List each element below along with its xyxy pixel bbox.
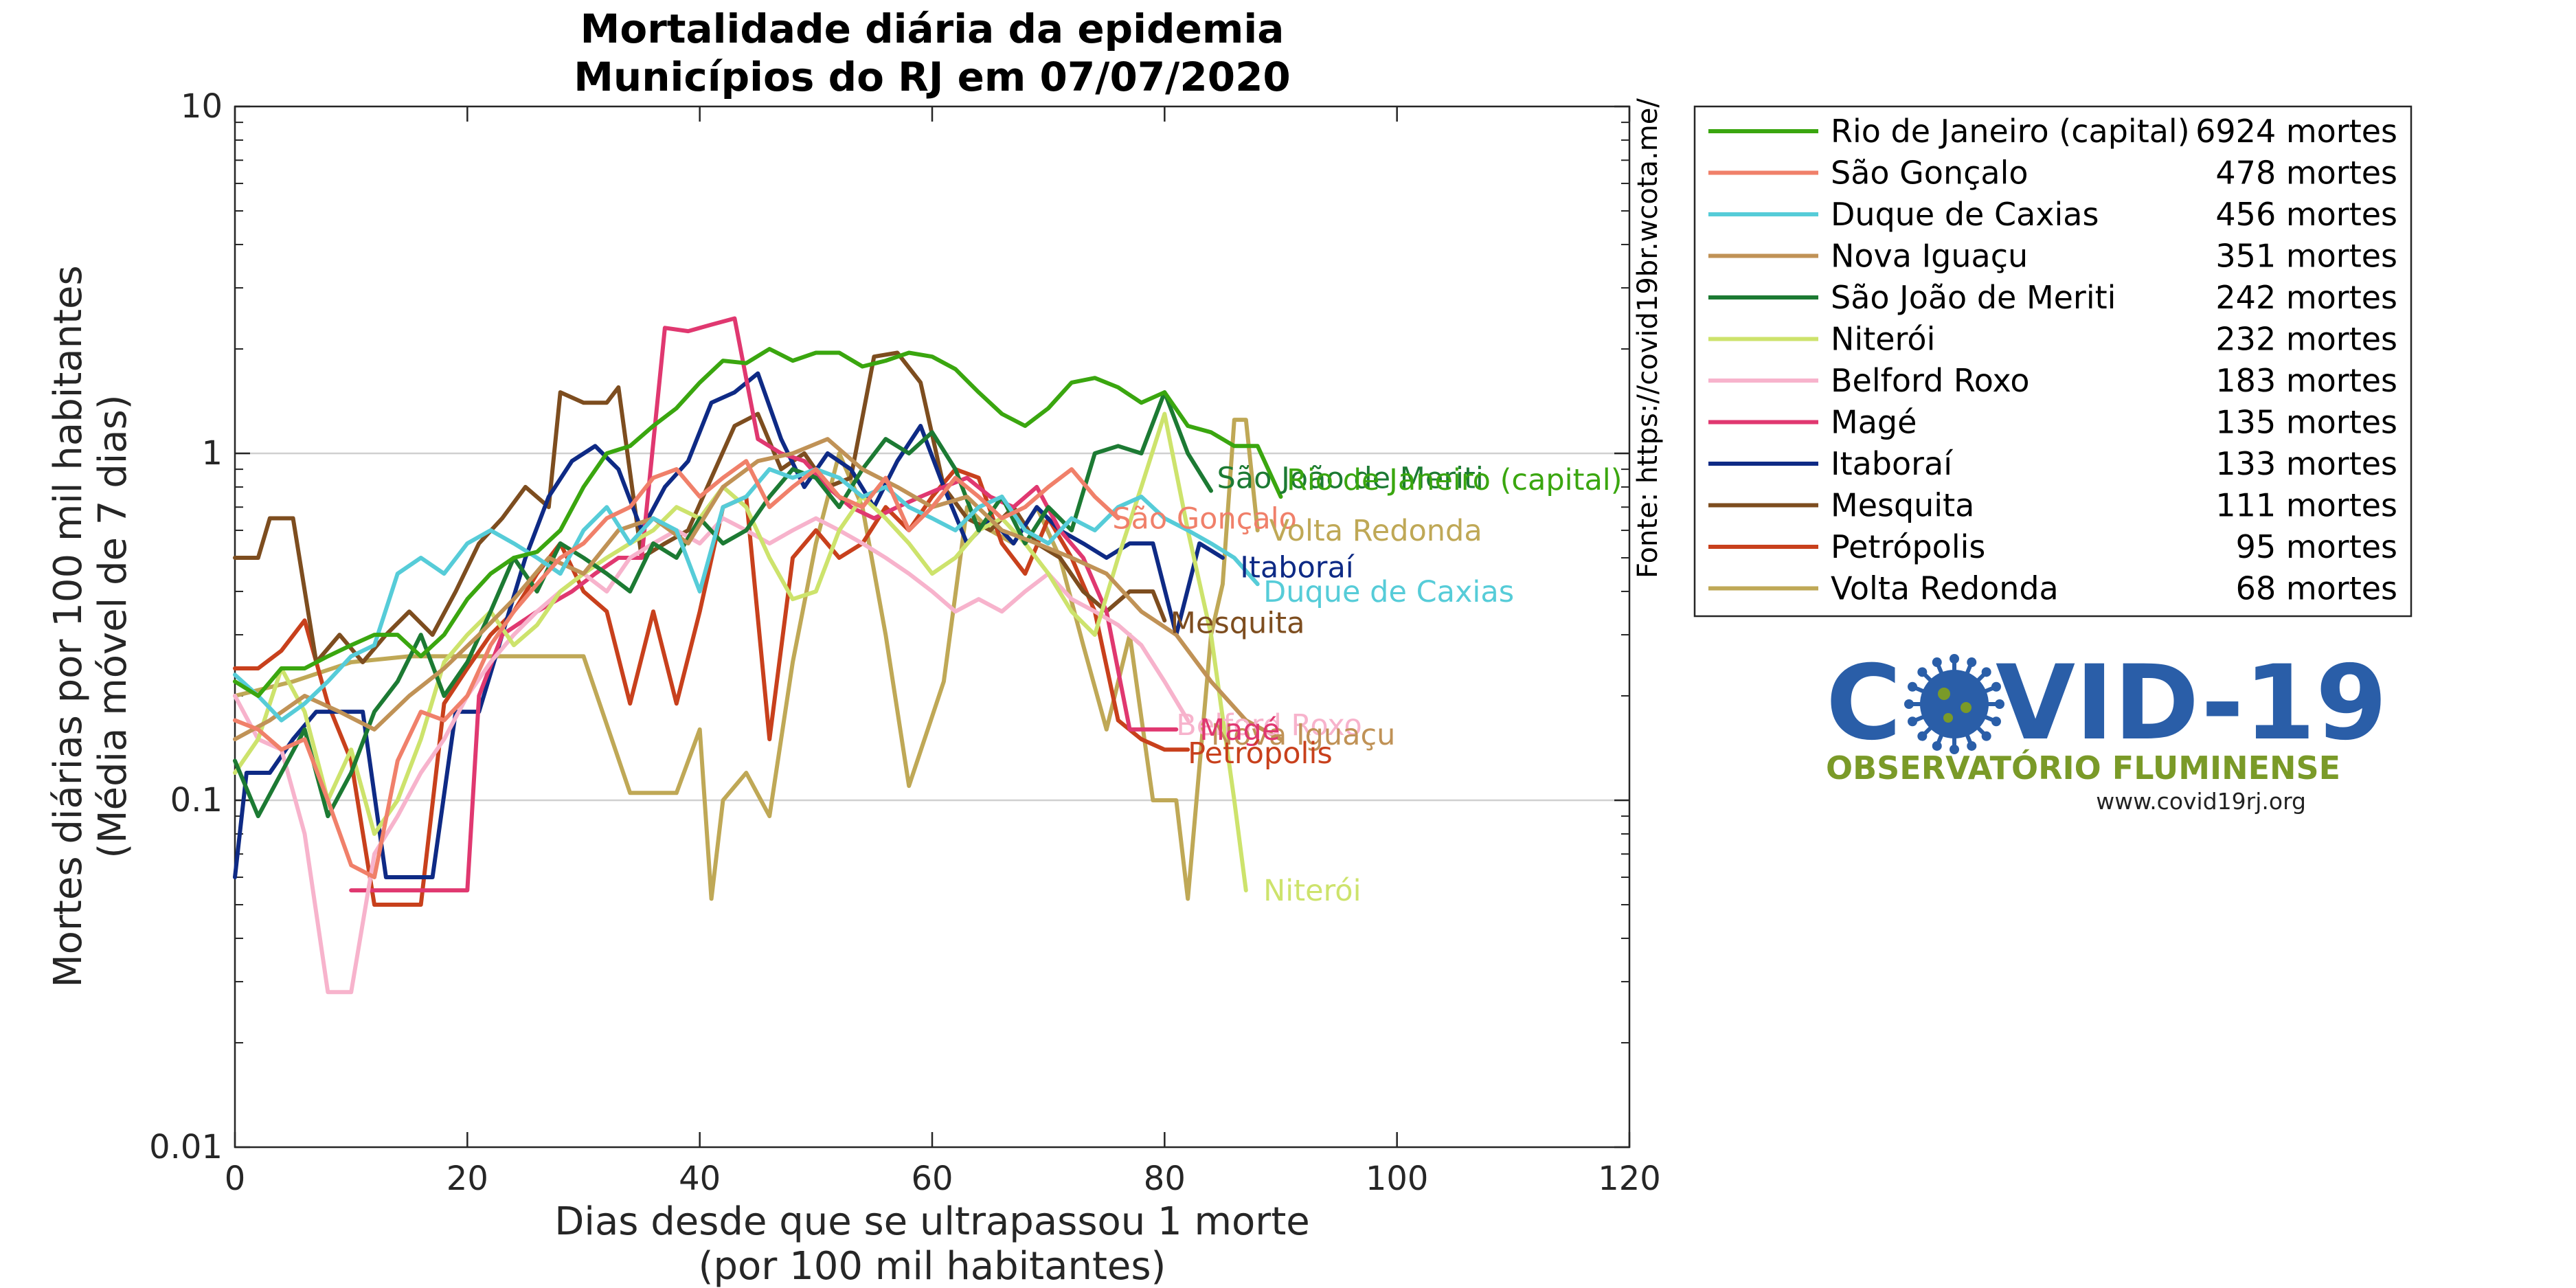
series-line-nova-iguacu: [233, 437, 1283, 742]
legend-label-nova-iguacu: Nova Iguaçu: [1831, 238, 2028, 275]
series-line-itaborai: [233, 371, 1225, 879]
logo-subtitle: OBSERVATÓRIO FLUMINENSE: [1826, 749, 2340, 787]
x-tick-label: 120: [1598, 1160, 1661, 1198]
legend: Rio de Janeiro (capital) 6924 mortes São G…: [1708, 113, 2397, 607]
series-line-sao-goncalo: [233, 459, 1120, 879]
legend-label-itaborai: Itaboraí: [1831, 445, 1953, 482]
virus-icon: [1904, 654, 2004, 754]
legend-deaths-mage: 135 mortes: [2215, 404, 2397, 441]
legend-label-sao-joao-de-meriti: São João de Meriti: [1831, 279, 2116, 316]
x-tick-label: 40: [679, 1160, 721, 1198]
series-line-rio-de-janeiro-capital: [233, 347, 1283, 698]
legend-deaths-nova-iguacu: 351 mortes: [2215, 238, 2397, 275]
y-axis-label-line-2: (Média móvel de 7 dias): [91, 394, 135, 858]
legend-label-mage: Magé: [1831, 404, 1917, 441]
end-label-petropolis: Petrópolis: [1188, 736, 1333, 771]
y-tick-label: 10: [181, 87, 223, 126]
series-line-sao-joao-de-meriti: [233, 390, 1213, 819]
legend-deaths-duque-de-caxias: 456 mortes: [2215, 196, 2397, 233]
logo-text-right: VID-19: [1996, 644, 2387, 763]
y-tick-label: 1: [201, 434, 223, 473]
legend-deaths-petropolis: 95 mortes: [2236, 528, 2397, 565]
series-line-niteroi: [233, 411, 1248, 893]
plot-frame: [234, 105, 1631, 1149]
legend-deaths-rio-de-janeiro-capital: 6924 mortes: [2195, 113, 2397, 150]
x-tick-label: 80: [1144, 1160, 1186, 1198]
legend-deaths-sao-joao-de-meriti: 242 mortes: [2215, 279, 2397, 316]
legend-deaths-mesquita: 111 mortes: [2215, 487, 2397, 524]
logo-text-left: C: [1826, 644, 1901, 763]
legend-deaths-niteroi: 232 mortes: [2215, 321, 2397, 358]
y-axis-label-line-1: Mortes diárias por 100 mil habitantes: [46, 265, 91, 987]
legend-label-duque-de-caxias: Duque de Caxias: [1831, 196, 2099, 233]
end-label-duque-de-caxias: Duque de Caxias: [1263, 575, 1514, 609]
legend-label-petropolis: Petrópolis: [1831, 528, 1985, 565]
x-tick-label: 20: [447, 1160, 488, 1198]
legend-deaths-itaborai: 133 mortes: [2215, 445, 2397, 482]
end-label-niteroi: Niterói: [1263, 874, 1361, 908]
x-axis-label-line-2: (por 100 mil habitantes): [699, 1244, 1166, 1288]
legend-deaths-volta-redonda: 68 mortes: [2236, 570, 2397, 607]
series-layer: [233, 316, 1283, 995]
logo-url: www.covid19rj.org: [2096, 788, 2306, 815]
x-tick-label: 60: [911, 1160, 953, 1198]
series-line-petropolis: [233, 467, 1190, 907]
legend-label-volta-redonda: Volta Redonda: [1831, 570, 2059, 607]
series-line-belford-roxo: [233, 516, 1190, 995]
end-label-sao-joao-de-meriti: São João de Meriti: [1217, 462, 1483, 496]
end-label-rio-de-janeiro-capital: Rio de Janeiro (capital): [1287, 463, 1623, 497]
covid19-logo: C VID-19 OBSERVATÓRIO FLUMINENSE www.cov…: [1826, 644, 2387, 815]
series-line-duque-de-caxias: [233, 467, 1260, 723]
end-label-nova-iguacu: Nova Iguaçu: [1211, 718, 1395, 752]
chart-title-line-1: Mortalidade diária da epidemia: [580, 5, 1285, 52]
end-label-mage: Magé: [1199, 713, 1280, 747]
source-label: Fonte: https://covid19br.wcota.me/: [1632, 98, 1664, 578]
end-label-volta-redonda: Volta Redonda: [1269, 514, 1482, 548]
legend-deaths-sao-goncalo: 478 mortes: [2215, 155, 2397, 192]
y-tick-label: 0.01: [149, 1128, 223, 1166]
end-label-mesquita: Mesquita: [1171, 606, 1305, 640]
series-line-volta-redonda: [233, 418, 1260, 901]
legend-label-niteroi: Niterói: [1831, 321, 1935, 358]
legend-label-sao-goncalo: São Gonçalo: [1831, 155, 2029, 192]
legend-label-rio-de-janeiro-capital: Rio de Janeiro (capital): [1831, 113, 2190, 150]
end-label-sao-goncalo: São Gonçalo: [1112, 501, 1297, 536]
end-label-itaborai: Itaboraí: [1240, 551, 1355, 585]
x-tick-label: 100: [1366, 1160, 1429, 1198]
y-tick-label: 0.1: [170, 781, 223, 820]
legend-label-belford-roxo: Belford Roxo: [1831, 362, 2029, 399]
x-axis-label-line-1: Dias desde que se ultrapassou 1 morte: [554, 1199, 1309, 1244]
end-label-belford-roxo: Belford Roxo: [1176, 708, 1362, 743]
legend-deaths-belford-roxo: 183 mortes: [2215, 362, 2397, 399]
chart-title-line-2: Municípios do RJ em 07/07/2020: [574, 54, 1291, 100]
legend-box: [1693, 105, 2413, 618]
legend-label-mesquita: Mesquita: [1831, 487, 1974, 524]
x-tick-label: 0: [225, 1160, 246, 1198]
